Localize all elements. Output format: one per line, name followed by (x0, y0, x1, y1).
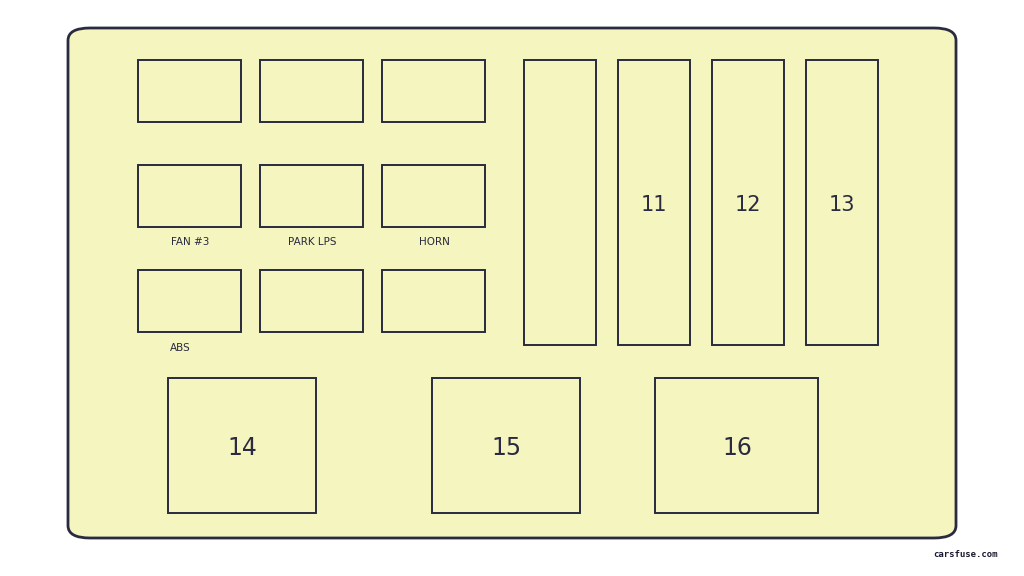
Text: 12: 12 (735, 195, 761, 215)
Bar (382, 60, 485, 122)
Bar (138, 60, 241, 122)
Text: 15: 15 (490, 436, 521, 460)
Bar (138, 270, 241, 332)
Bar (382, 270, 485, 332)
Bar (524, 60, 596, 345)
Bar (806, 60, 878, 345)
Text: 16: 16 (722, 436, 752, 460)
Text: FAN #3: FAN #3 (171, 237, 209, 247)
Bar (260, 165, 362, 227)
Bar (712, 60, 784, 345)
Text: 11: 11 (641, 195, 668, 215)
Text: 14: 14 (227, 436, 257, 460)
Text: ABS: ABS (170, 343, 190, 353)
Bar (432, 378, 580, 513)
Bar (618, 60, 690, 345)
Bar (138, 165, 241, 227)
Bar (655, 378, 818, 513)
Text: 13: 13 (828, 195, 855, 215)
Text: HORN: HORN (419, 237, 450, 247)
Bar (382, 165, 485, 227)
FancyBboxPatch shape (68, 28, 956, 538)
Bar (260, 60, 362, 122)
Bar (168, 378, 316, 513)
Text: PARK LPS: PARK LPS (288, 237, 336, 247)
Text: carsfuse.com: carsfuse.com (933, 550, 997, 559)
Bar (260, 270, 362, 332)
